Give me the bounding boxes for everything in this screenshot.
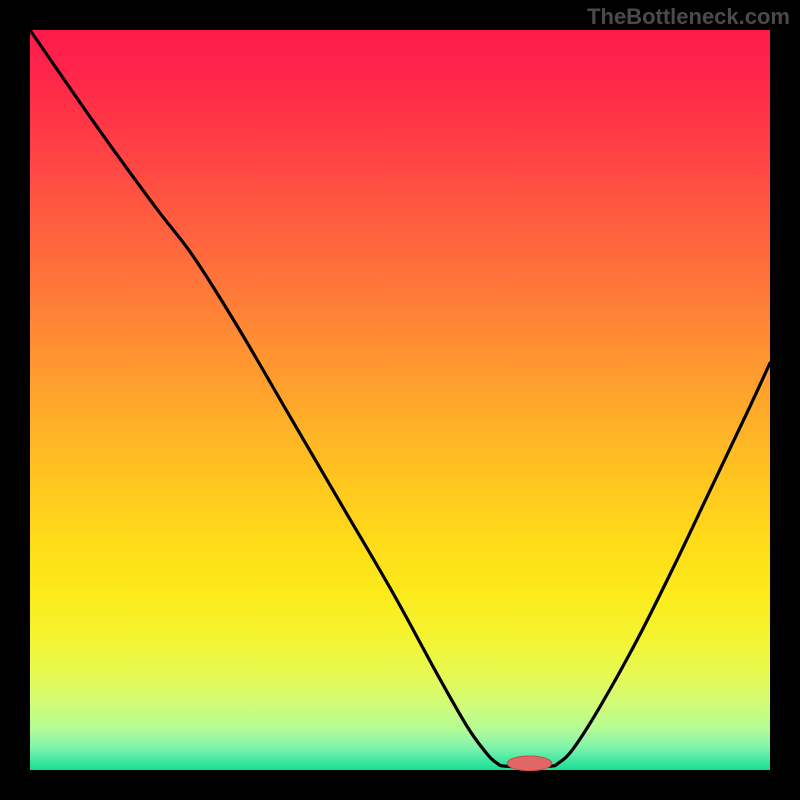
optimal-marker bbox=[507, 756, 551, 771]
chart-svg bbox=[0, 0, 800, 800]
chart-background bbox=[30, 30, 770, 770]
watermark-text: TheBottleneck.com bbox=[587, 4, 790, 30]
bottleneck-chart: TheBottleneck.com bbox=[0, 0, 800, 800]
